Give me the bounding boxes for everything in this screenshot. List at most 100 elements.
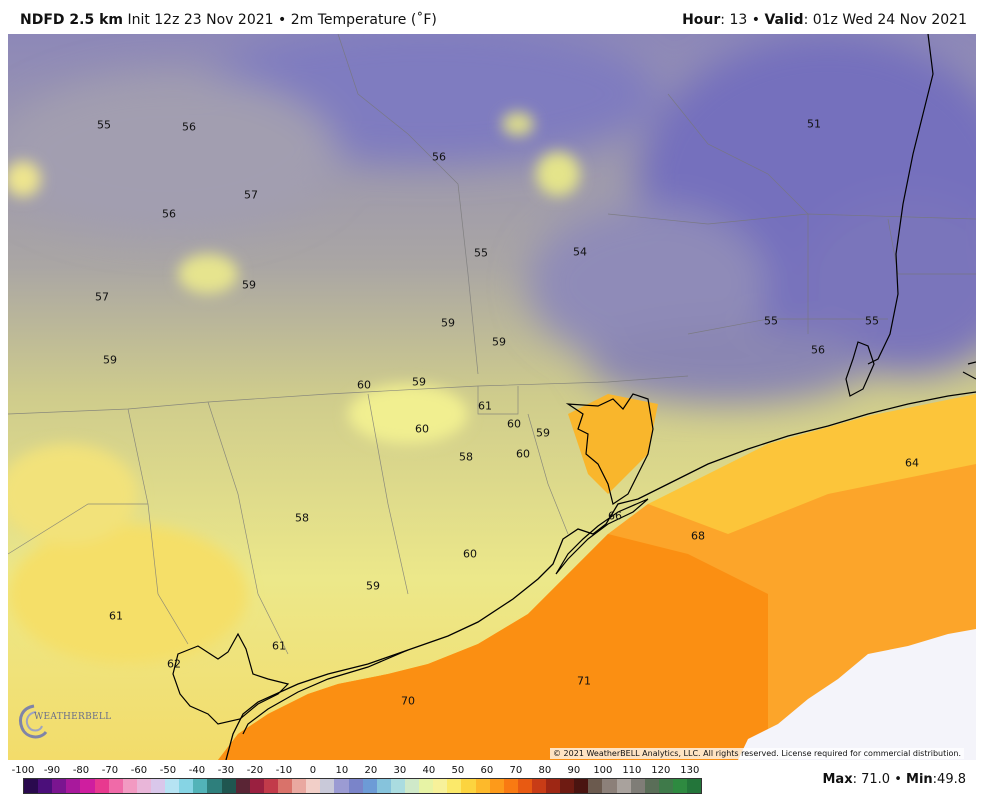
- color-swatch: [475, 779, 490, 793]
- matagorda-peninsula: [242, 649, 409, 735]
- temperature-label: 56: [182, 120, 196, 134]
- scale-tick-label: 110: [622, 765, 642, 776]
- color-swatch: [419, 779, 434, 793]
- variable-name: 2m Temperature (˚F): [290, 12, 437, 28]
- temperature-label: 59: [366, 579, 380, 593]
- temperature-label: 59: [492, 335, 506, 349]
- temperature-label: 59: [412, 375, 426, 389]
- color-swatch: [249, 779, 264, 793]
- no-data-area: [738, 629, 976, 760]
- temperature-label: 59: [103, 353, 117, 367]
- temperature-label: 56: [432, 150, 446, 164]
- bullet-separator: •: [894, 772, 902, 787]
- hour-value: : 13: [720, 12, 748, 28]
- coastline: [225, 391, 976, 760]
- color-swatch: [362, 779, 377, 793]
- state-border: [867, 34, 934, 365]
- scale-tick-label: -20: [246, 765, 264, 776]
- temperature-label: 61: [272, 639, 286, 653]
- color-swatch: [546, 779, 561, 793]
- color-swatch: [673, 779, 688, 793]
- temperature-label: 54: [573, 245, 587, 259]
- bay-warm: [568, 394, 658, 494]
- scale-tick-label: 120: [651, 765, 671, 776]
- color-swatch: [588, 779, 603, 793]
- color-swatch: [517, 779, 532, 793]
- cold-region: [8, 34, 976, 404]
- scale-tick-label: 130: [680, 765, 700, 776]
- color-scale: -100 -90 -80 -70 -60 -50 -40 -30 -20 -10 0 10 20 30 40…: [8, 764, 708, 808]
- matagorda-bay: [172, 632, 290, 725]
- model-name: NDFD 2.5 km: [20, 12, 123, 28]
- max-label: Max: [822, 772, 853, 787]
- color-swatch: [165, 779, 180, 793]
- scale-tick-label: 100: [593, 765, 613, 776]
- color-swatch: [66, 779, 81, 793]
- scale-tick-label: -10: [275, 765, 293, 776]
- temperature-label: 55: [97, 118, 111, 132]
- county-borders: [8, 34, 976, 655]
- temperature-label: 60: [516, 447, 530, 461]
- color-swatch: [277, 779, 293, 793]
- temperature-label: 60: [463, 547, 477, 561]
- map-canvas: [8, 34, 976, 760]
- barrier-island: [555, 498, 649, 575]
- color-swatch: [376, 779, 391, 793]
- logo-text: WEATHERBELL: [34, 712, 112, 722]
- scale-tick-label: 30: [393, 765, 407, 776]
- temperature-label: 68: [691, 529, 705, 543]
- temperature-label: 58: [295, 511, 309, 525]
- temperature-label: 60: [357, 378, 371, 392]
- scale-tick-label: -100: [11, 765, 35, 776]
- color-swatch: [221, 779, 236, 793]
- color-swatch: [404, 779, 420, 793]
- header: NDFD 2.5 km Init 12z 23 Nov 2021 • 2m Te…: [0, 0, 984, 34]
- scale-tick-label: 40: [422, 765, 436, 776]
- temperature-label: 59: [242, 278, 256, 292]
- color-swatch: [24, 779, 39, 793]
- color-swatch: [306, 779, 321, 793]
- color-swatch: [531, 779, 547, 793]
- temperature-label: 70: [401, 694, 415, 708]
- temperature-label: 59: [536, 426, 550, 440]
- temperature-map[interactable]: 55 56 56 57 56 51 55 54 57 59 59 59 59 55 55 56 60 59 61 60…: [8, 34, 976, 760]
- scale-tick-label: -50: [159, 765, 177, 776]
- temperature-label: 57: [95, 290, 109, 304]
- temperature-label: 61: [109, 609, 123, 623]
- temperature-label: 58: [459, 450, 473, 464]
- temperature-label: 60: [415, 422, 429, 436]
- valid-label: Valid: [764, 12, 804, 28]
- temperature-label: 55: [474, 246, 488, 260]
- bullet-separator: •: [278, 12, 287, 28]
- scale-tick-label: -60: [130, 765, 148, 776]
- min-label: Min: [906, 772, 933, 787]
- color-swatch: [235, 779, 250, 793]
- scale-tick-label: -40: [188, 765, 206, 776]
- color-bar: [23, 778, 702, 794]
- scale-tick-label: 0: [309, 765, 317, 776]
- color-swatch: [263, 779, 278, 793]
- temperature-label: 55: [865, 314, 879, 328]
- scale-tick-label: -90: [43, 765, 61, 776]
- color-swatch: [390, 779, 405, 793]
- scale-ticks: -100 -90 -80 -70 -60 -50 -40 -30 -20 -10 0 10 20 30 40…: [8, 764, 708, 778]
- header-left: NDFD 2.5 km Init 12z 23 Nov 2021 • 2m Te…: [20, 12, 437, 28]
- color-swatch: [292, 779, 307, 793]
- color-swatch: [447, 779, 462, 793]
- color-swatch: [348, 779, 363, 793]
- color-swatch: [38, 779, 53, 793]
- temperature-label: 56: [162, 207, 176, 221]
- scale-tick-label: 10: [335, 765, 349, 776]
- color-swatch: [687, 779, 702, 793]
- warm-pockets: [8, 112, 580, 664]
- header-right: Hour: 13 • Valid: 01z Wed 24 Nov 2021: [682, 12, 967, 28]
- temperature-label: 51: [807, 117, 821, 131]
- scale-tick-label: 20: [364, 765, 378, 776]
- scale-tick-label: 60: [480, 765, 494, 776]
- temperature-label: 56: [811, 343, 825, 357]
- color-swatch: [644, 779, 659, 793]
- color-swatch: [489, 779, 504, 793]
- temperature-label: 59: [441, 316, 455, 330]
- min-value: :49.8: [932, 772, 966, 787]
- color-swatch: [630, 779, 645, 793]
